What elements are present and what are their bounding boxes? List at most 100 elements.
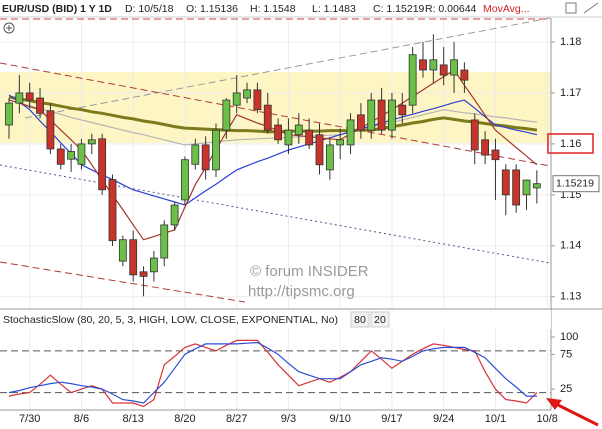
trend-line	[24, 17, 551, 119]
symbol-title: EUR/USD (BID) 1 Y 1D	[2, 3, 112, 15]
x-tick-label: 8/13	[122, 413, 143, 425]
candle-body	[284, 129, 293, 146]
level-box[interactable]	[350, 311, 370, 328]
info-field: D: 10/5/18	[125, 3, 174, 15]
candle-body	[294, 124, 303, 136]
candle-body	[170, 204, 179, 226]
candle-body	[139, 271, 148, 277]
last-price-label: 1.15219	[556, 177, 594, 189]
moving-average	[8, 69, 538, 241]
toolbar-icons	[3, 2, 599, 34]
candle-body	[232, 92, 241, 106]
info-row: D: 10/5/18 O: 1.15136 H: 1.1548 L: 1.1483 C:…	[125, 3, 530, 15]
candle-body	[98, 138, 107, 191]
trend-lines	[0, 17, 551, 303]
info-field: H: 1.1548	[250, 3, 296, 15]
candle-body	[408, 54, 417, 106]
trend-line	[0, 261, 246, 303]
study-header	[0, 310, 551, 329]
x-tick-label: 10/1	[485, 413, 506, 425]
add-icon[interactable]	[3, 22, 15, 34]
candle-body	[315, 134, 324, 166]
candle-body	[67, 151, 75, 160]
candle-body	[77, 143, 86, 165]
candle-body	[491, 149, 500, 161]
candle-body	[460, 69, 469, 81]
mark-layer	[5, 34, 541, 408]
icon[interactable]	[583, 2, 599, 14]
candle-body	[532, 183, 541, 189]
level-label: 80	[354, 314, 366, 326]
candle-body	[522, 179, 531, 196]
candle-body	[388, 99, 396, 131]
arrow-head	[546, 398, 562, 410]
candle-body	[149, 257, 158, 273]
candle-body	[377, 99, 386, 131]
y-tick-label: 1.14	[560, 240, 581, 252]
candle-body	[274, 124, 283, 141]
info-field: R: 0.00644	[425, 3, 477, 15]
candle-body	[191, 144, 200, 165]
highlight-box	[547, 133, 594, 154]
candle-body	[305, 129, 314, 146]
candle-body	[36, 97, 44, 114]
y-tick-label: 100	[560, 331, 578, 343]
candle-body	[263, 104, 272, 131]
stochastic-line	[8, 339, 538, 408]
candle-body	[346, 119, 355, 146]
candle-body	[439, 64, 448, 76]
x-tick-label: 7/30	[19, 413, 40, 425]
candle-body	[108, 179, 117, 242]
candle-body	[15, 92, 24, 104]
candle-body	[129, 239, 138, 276]
icon[interactable]	[565, 2, 577, 14]
info-field: O: 1.15136	[186, 3, 238, 15]
y-tick-label: 1.13	[560, 291, 581, 303]
candle-body	[470, 119, 479, 151]
level-label: 20	[374, 314, 386, 326]
add-icon-plus	[6, 25, 12, 31]
info-field: MovAvg...	[483, 3, 530, 15]
stochastic-line	[8, 341, 537, 404]
study-title: StochasticSlow (80, 20, 5, 3, HIGH, LOW,…	[3, 314, 338, 326]
y-tick-label: 1.18	[560, 36, 581, 48]
watermark: http://tipsmc.org	[248, 283, 355, 300]
x-tick-label: 8/6	[74, 413, 89, 425]
candle-body	[5, 102, 13, 126]
candle-body	[56, 148, 65, 165]
moving-average	[8, 95, 538, 134]
candle-body	[501, 169, 510, 196]
candle-body	[481, 139, 490, 156]
info-field: C: 1.15219	[373, 3, 425, 15]
info-field: L: 1.1483	[312, 3, 356, 15]
arrow	[555, 402, 599, 427]
x-tick-label: 9/17	[381, 413, 402, 425]
candle-body	[222, 99, 231, 131]
y-tick-label: 75	[560, 348, 572, 360]
candle-body	[512, 169, 521, 206]
candle-body	[46, 110, 55, 150]
candle-body	[212, 129, 220, 171]
level-box[interactable]	[370, 311, 390, 328]
header-bar	[0, 0, 602, 17]
candle-body	[356, 114, 365, 131]
candle-body	[87, 139, 96, 145]
candle-body	[367, 99, 376, 131]
candle-body	[419, 59, 427, 71]
candle-body	[160, 224, 169, 259]
trend-line	[0, 164, 551, 264]
watermark: © forum INSIDER	[250, 263, 369, 280]
candle-body	[201, 144, 210, 171]
candle-body	[181, 159, 189, 201]
candle-body	[429, 59, 438, 71]
candle-body	[253, 89, 262, 111]
candle-body	[118, 239, 127, 262]
x-tick-label: 10/8	[536, 413, 557, 425]
x-tick-label: 9/3	[281, 413, 296, 425]
x-tick-label: 8/27	[226, 413, 247, 425]
candle-body	[325, 144, 334, 171]
trend-line	[0, 62, 551, 167]
candle-body	[25, 92, 34, 101]
